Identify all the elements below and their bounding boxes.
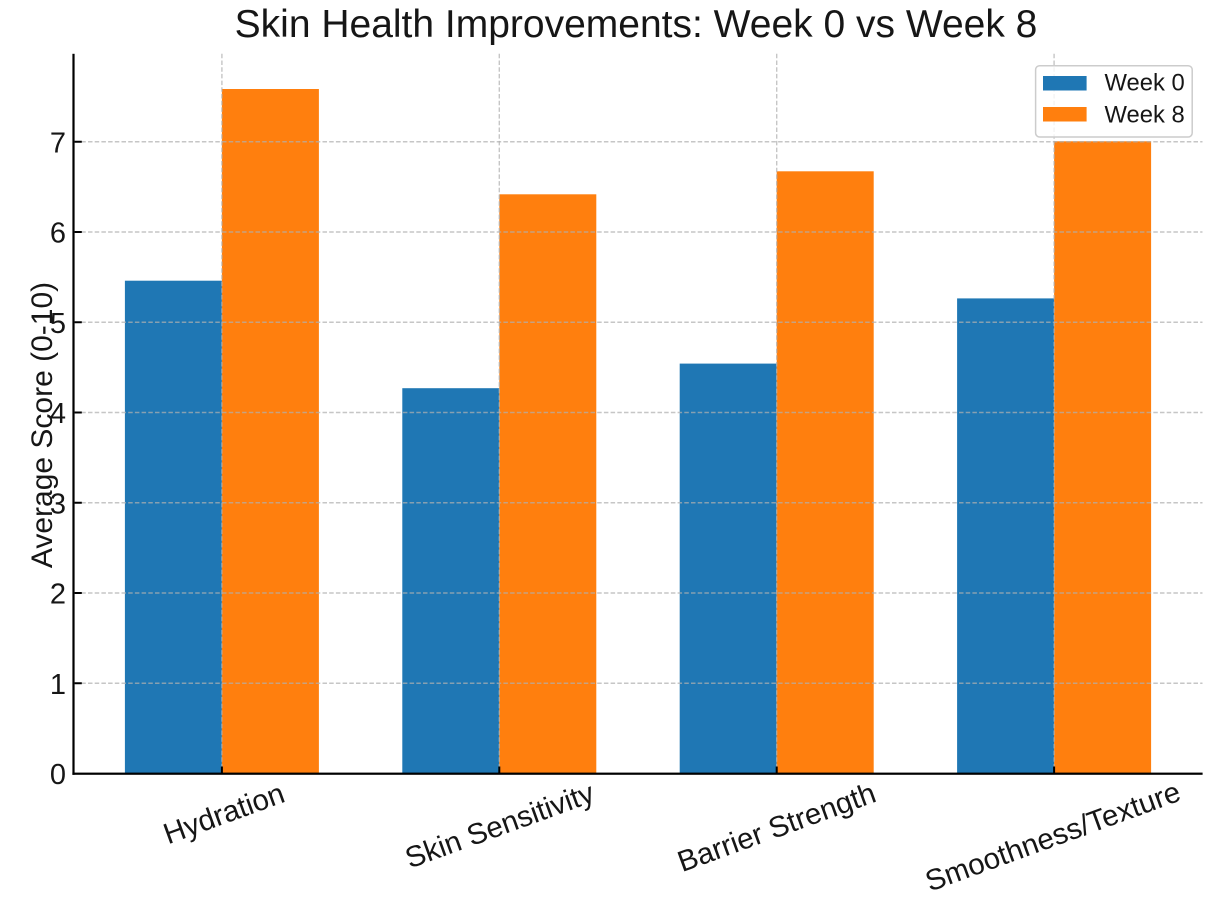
svg-text:Average Score (0-10): Average Score (0-10) [26,282,59,568]
svg-text:Skin Health Improvements: Week: Skin Health Improvements: Week 0 vs Week… [235,3,1038,46]
svg-text:Week 0: Week 0 [1105,70,1185,97]
svg-text:3: 3 [50,488,66,520]
svg-text:6: 6 [50,218,66,250]
svg-text:0: 0 [50,759,66,791]
svg-text:4: 4 [50,398,66,430]
svg-text:1: 1 [50,669,66,701]
svg-text:2: 2 [50,579,66,611]
svg-text:5: 5 [50,308,66,340]
svg-text:7: 7 [50,127,66,159]
svg-text:Week 8: Week 8 [1105,101,1185,128]
